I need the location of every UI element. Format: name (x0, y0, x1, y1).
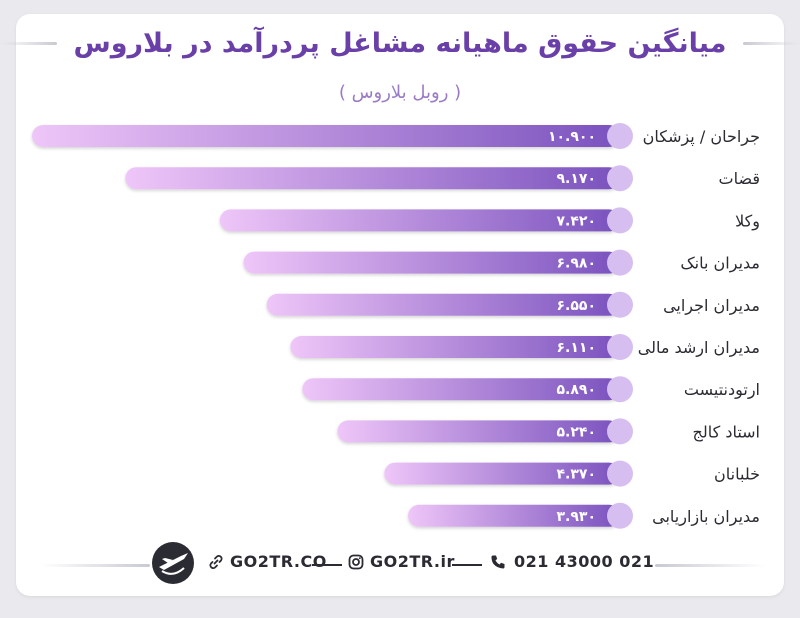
bar-end-marker (607, 165, 633, 192)
bar-end-marker (607, 418, 633, 445)
bar-end-marker (607, 460, 633, 487)
bar-value-label: ۷.۴۲۰ (557, 213, 597, 229)
title-row: میانگین حقوق ماهیانه مشاغل پردرآمد در بل… (0, 28, 800, 59)
footer: GO2TR.CO GO2TR.ir 021 43000 021 (0, 542, 800, 584)
category-label: ارتودنتیست (684, 380, 760, 400)
chart-title: میانگین حقوق ماهیانه مشاغل پردرآمد در بل… (73, 28, 727, 59)
bar-end-marker (607, 334, 633, 360)
bar-end-marker (607, 249, 633, 276)
instagram-icon (348, 554, 364, 570)
category-label: جراحان / پزشکان (643, 127, 760, 147)
footer-website[interactable]: GO2TR.CO (230, 552, 327, 571)
bar (384, 462, 620, 485)
phone-icon (491, 555, 505, 569)
bar-end-marker (607, 123, 633, 149)
title-divider-right (742, 42, 800, 45)
bar-value-label: ۱۰.۹۰۰ (548, 129, 596, 145)
bar (407, 504, 620, 527)
category-label: مدیران بانک (680, 254, 760, 274)
bar-value-label: ۳.۹۳۰ (557, 509, 597, 525)
bar-end-marker (607, 291, 633, 318)
bar (125, 167, 620, 190)
bar-value-label: ۶.۱۱۰ (557, 340, 597, 356)
bar (243, 251, 620, 274)
category-label: قضات (719, 169, 760, 188)
category-label: استاد کالج (693, 422, 760, 441)
bar-value-label: ۵.۸۹۰ (557, 382, 597, 398)
chart-subtitle: ( روبل بلاروس ) (338, 82, 462, 103)
bar (302, 378, 620, 401)
title-divider-left (0, 42, 58, 45)
bar-value-label: ۹.۱۷۰ (557, 171, 597, 187)
bar-end-marker (607, 207, 633, 234)
bar (32, 125, 620, 147)
bar-value-label: ۶.۵۵۰ (557, 298, 597, 314)
bar (290, 336, 620, 358)
bar-end-marker (607, 502, 633, 529)
category-label: مدیران ارشد مالی (638, 338, 760, 358)
footer-instagram[interactable]: GO2TR.ir (370, 552, 455, 571)
category-label: مدیران اجرایی (663, 296, 760, 316)
bar (266, 293, 620, 316)
category-label: وکلا (735, 211, 760, 231)
category-label: مدیران بازاریابی (652, 507, 760, 527)
bar-value-label: ۴.۳۷۰ (557, 467, 597, 483)
bar-value-label: ۵.۲۴۰ (557, 424, 597, 440)
link-icon (209, 555, 223, 569)
bar (337, 420, 620, 443)
go2tr-logo-icon (152, 542, 194, 584)
bar-value-label: ۶.۹۸۰ (557, 256, 597, 272)
bar-end-marker (607, 376, 633, 403)
category-label: خلبانان (714, 465, 760, 484)
footer-separator (452, 564, 482, 566)
footer-divider-right (655, 564, 765, 567)
footer-divider-left (40, 564, 150, 567)
footer-phone[interactable]: 021 43000 021 (514, 552, 655, 571)
bar (219, 209, 620, 232)
footer-separator (312, 564, 342, 566)
